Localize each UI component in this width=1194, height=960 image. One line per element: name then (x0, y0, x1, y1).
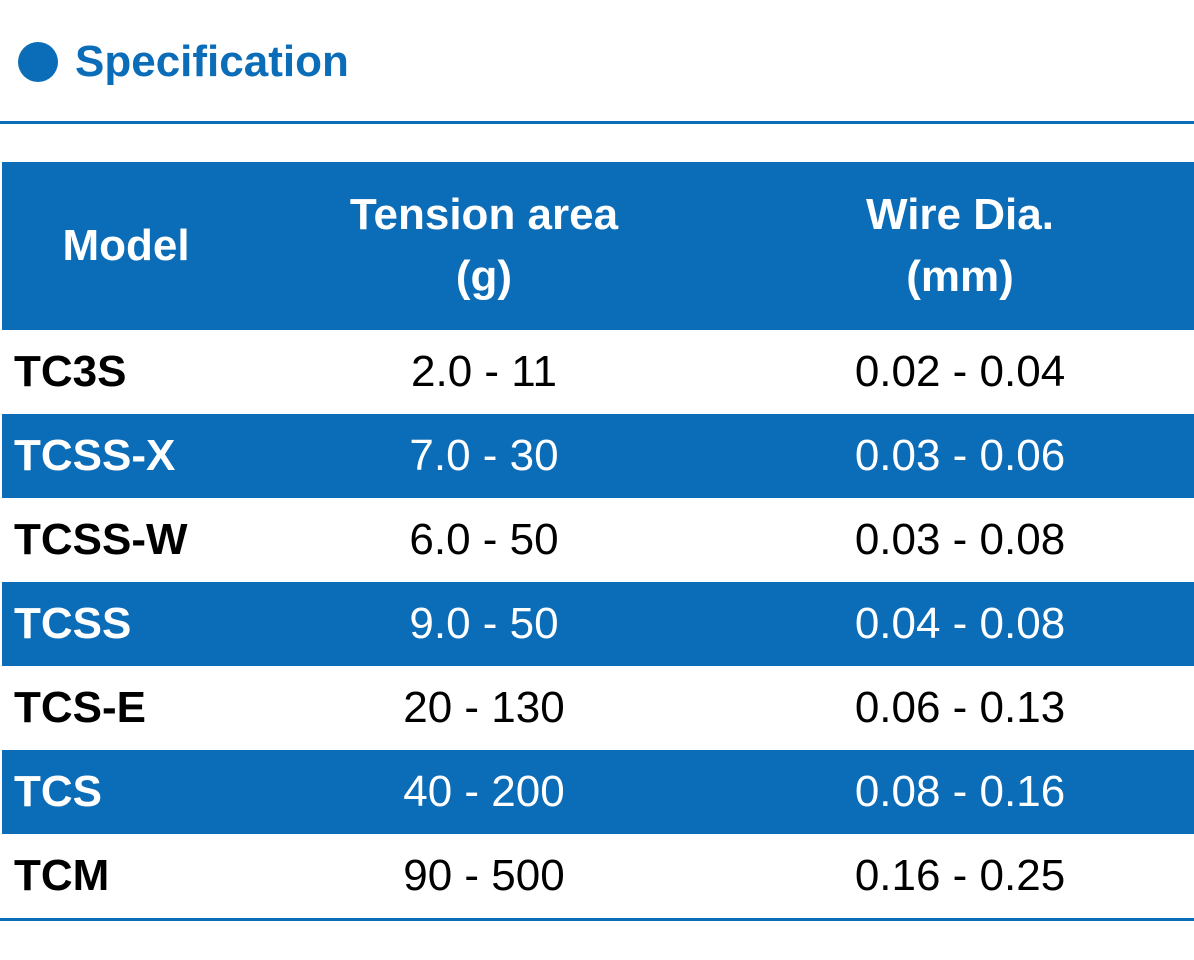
table-cell: TCSS-W (14, 515, 188, 564)
table-cell: 6.0 - 50 (409, 515, 559, 564)
table-row: TCM 90 - 500 0.16 - 0.25 (2, 834, 1194, 918)
table-cell: TCS (14, 767, 102, 816)
table-cell: TCM (14, 851, 110, 900)
column-header: Tension area (g) (234, 162, 734, 330)
column-header: Model (0, 162, 376, 330)
table-cell: 9.0 - 50 (409, 599, 559, 648)
header-line: (mm) (906, 252, 1014, 301)
divider (0, 918, 1194, 921)
header-line: Wire Dia. (866, 190, 1054, 239)
table-cell: 2.0 - 11 (411, 347, 557, 396)
table-cell: TC3S (14, 347, 127, 396)
table-cell: 40 - 200 (403, 767, 565, 816)
table-row: TCSS 9.0 - 50 0.04 - 0.08 (2, 582, 1194, 666)
table-cell: 0.02 - 0.04 (854, 347, 1066, 396)
header-line: (g) (455, 252, 513, 301)
table-cell: 0.08 - 0.16 (854, 767, 1066, 816)
header-line: Model (62, 221, 190, 270)
table-cell: 0.16 - 0.25 (854, 851, 1066, 900)
table-cell: 90 - 500 (403, 851, 565, 900)
header-line: Tension area (349, 190, 619, 239)
table-header: Model Tension area (g) Wire Dia. (mm) (2, 162, 1194, 330)
bullet (18, 42, 58, 82)
column-header: Wire Dia. (mm) (710, 162, 1194, 330)
table-cell: TCSS-X (14, 431, 176, 480)
table-cell: 0.03 - 0.08 (854, 515, 1066, 564)
table-cell: TCSS (14, 599, 132, 648)
table-row: TC3S 2.0 - 11 0.02 - 0.04 (2, 330, 1194, 414)
table-row: TCS 40 - 200 0.08 - 0.16 (2, 750, 1194, 834)
section-title: Specification (75, 37, 349, 86)
table-row: TCS-E 20 - 130 0.06 - 0.13 (2, 666, 1194, 750)
table-cell: 0.04 - 0.08 (854, 599, 1066, 648)
table-cell: 0.06 - 0.13 (854, 683, 1066, 732)
table-cell: 20 - 130 (403, 683, 565, 732)
divider (0, 121, 1194, 124)
table-row: TCSS-W 6.0 - 50 0.03 - 0.08 (2, 498, 1194, 582)
table-cell: 0.03 - 0.06 (854, 431, 1066, 480)
table-cell: 7.0 - 30 (409, 431, 559, 480)
table-cell: TCS-E (14, 683, 146, 732)
table-row: TCSS-X 7.0 - 30 0.03 - 0.06 (2, 414, 1194, 498)
